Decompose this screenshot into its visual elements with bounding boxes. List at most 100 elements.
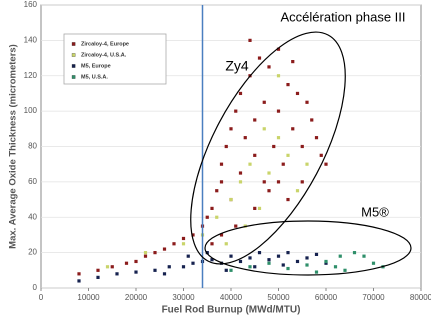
point (181, 265, 186, 269)
point (314, 252, 319, 256)
point (291, 127, 295, 131)
y-tick-label: 80 (28, 142, 37, 151)
y-tick-label: 120 (24, 71, 38, 80)
point (362, 254, 366, 258)
legend-marker (71, 53, 76, 57)
point (295, 259, 300, 264)
point (248, 162, 252, 166)
legend-label: Zircaloy-4, U.S.A. (81, 52, 127, 58)
point (219, 162, 224, 166)
point (286, 266, 290, 271)
point (181, 236, 186, 241)
annotation: Zy4 (225, 58, 249, 74)
point (295, 189, 300, 193)
point (96, 275, 100, 279)
legend-label: M5, Europe (81, 63, 111, 69)
point (253, 153, 257, 157)
point (229, 254, 233, 258)
x-tick-label: 80000 (410, 293, 431, 302)
x-tick-label: 40000 (220, 293, 243, 302)
x-tick-label: 60000 (315, 293, 338, 302)
point (286, 82, 290, 87)
point (167, 265, 171, 269)
point (257, 56, 262, 60)
point (276, 74, 281, 78)
point (291, 60, 295, 64)
point (191, 233, 195, 237)
point (224, 144, 228, 149)
point (262, 127, 266, 131)
point (257, 206, 262, 211)
point (324, 162, 328, 166)
point (110, 265, 114, 269)
point (134, 270, 138, 274)
point (267, 261, 271, 265)
point (267, 189, 271, 193)
point (172, 242, 176, 246)
legend-marker (71, 64, 76, 68)
point (248, 256, 252, 260)
point (191, 261, 195, 265)
y-tick-label: 0 (33, 283, 38, 292)
point (210, 206, 214, 211)
point (300, 144, 304, 149)
y-tick-label: 140 (24, 35, 38, 44)
point (281, 162, 285, 166)
point (281, 263, 285, 267)
point (124, 261, 129, 265)
point (295, 91, 300, 96)
y-tick-label: 60 (28, 177, 37, 186)
point (338, 254, 342, 258)
y-tick-label: 20 (28, 248, 37, 257)
point (305, 256, 309, 260)
point (276, 136, 281, 140)
point (143, 251, 148, 255)
point (215, 215, 219, 219)
point (153, 268, 157, 272)
point (238, 171, 243, 175)
point (234, 224, 238, 228)
point (305, 100, 309, 104)
point (319, 153, 323, 157)
point (272, 144, 276, 149)
point (224, 268, 228, 272)
point (205, 251, 209, 255)
point (276, 47, 281, 51)
point (267, 171, 271, 175)
annotation: Accélération phase III (280, 9, 405, 24)
point (134, 259, 138, 264)
point (238, 259, 243, 264)
point (143, 254, 148, 258)
legend-box (63, 33, 167, 85)
point (229, 197, 233, 202)
point (262, 100, 266, 104)
point (324, 259, 328, 264)
point (324, 261, 328, 265)
point (262, 180, 266, 184)
x-tick-label: 70000 (362, 293, 385, 302)
legend-marker (71, 42, 76, 46)
point (162, 272, 167, 276)
point (352, 251, 357, 255)
point (96, 268, 100, 272)
point (371, 261, 376, 265)
point (162, 247, 167, 251)
point (181, 242, 186, 246)
point (186, 254, 190, 258)
legend-label: Zircaloy-4, Europe (81, 41, 129, 47)
point (115, 272, 119, 276)
zy4-region (190, 31, 346, 265)
point (224, 242, 228, 246)
point (153, 251, 157, 255)
legend-marker (71, 75, 76, 79)
x-tick-label: 10000 (77, 293, 100, 302)
point (248, 38, 252, 42)
y-tick-label: 40 (28, 212, 37, 221)
point (257, 251, 262, 255)
x-tick-label: 20000 (125, 293, 148, 302)
point (253, 265, 257, 269)
y-tick-label: 160 (24, 0, 38, 9)
point (267, 258, 271, 262)
point (229, 268, 233, 272)
